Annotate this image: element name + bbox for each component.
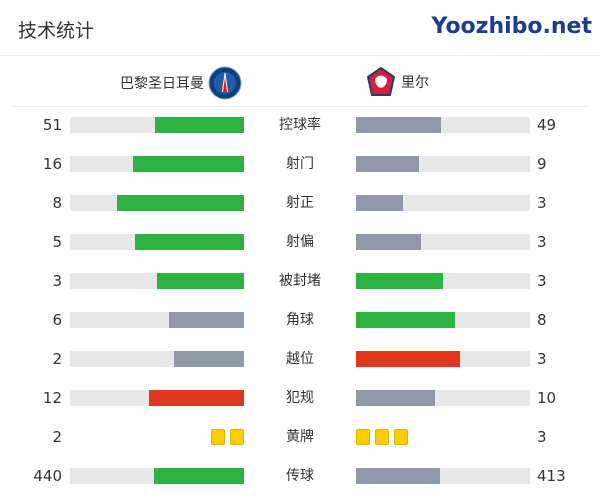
stat-label: 射门 bbox=[286, 156, 314, 172]
stat-row: 8 射正 3 bbox=[0, 194, 600, 212]
page-title: 技术统计 bbox=[18, 20, 95, 42]
away-team-name: 里尔 bbox=[401, 75, 429, 91]
stat-row: 6 角球 8 bbox=[0, 311, 600, 329]
stat-row: 51 控球率 49 bbox=[0, 116, 600, 134]
stat-row: 440 传球 413 bbox=[0, 467, 600, 485]
stat-row: 16 射门 9 bbox=[0, 155, 600, 173]
away-value: 10 bbox=[537, 389, 557, 407]
stat-row: 2 越位 3 bbox=[0, 350, 600, 368]
away-bar-fill bbox=[356, 273, 443, 289]
away-bar bbox=[356, 234, 530, 250]
away-bar bbox=[356, 117, 530, 133]
away-bar-fill bbox=[356, 234, 422, 250]
away-value: 3 bbox=[537, 194, 547, 212]
psg-logo-icon bbox=[208, 66, 242, 100]
stat-label: 角球 bbox=[286, 312, 314, 328]
home-value: 3 bbox=[52, 272, 62, 290]
home-value: 16 bbox=[42, 155, 62, 173]
home-bar-fill bbox=[169, 312, 244, 328]
stat-label: 控球率 bbox=[279, 117, 321, 133]
home-team-name: 巴黎圣日耳曼 bbox=[120, 76, 204, 92]
home-value: 51 bbox=[42, 116, 62, 134]
home-bar bbox=[70, 351, 244, 367]
home-bar bbox=[70, 390, 244, 406]
home-value: 8 bbox=[52, 194, 62, 212]
home-bar bbox=[70, 468, 244, 484]
divider bbox=[12, 106, 588, 107]
stat-row: 2 黄牌 3 bbox=[0, 428, 600, 446]
home-bar bbox=[70, 117, 244, 133]
away-bar-fill bbox=[356, 156, 419, 172]
home-bar bbox=[70, 156, 244, 172]
home-bar-fill bbox=[174, 351, 244, 367]
stat-label: 犯规 bbox=[286, 390, 314, 406]
stat-row: 12 犯规 10 bbox=[0, 389, 600, 407]
away-value: 49 bbox=[537, 116, 557, 134]
home-value: 440 bbox=[33, 467, 62, 485]
away-value: 3 bbox=[537, 272, 547, 290]
away-bar bbox=[356, 156, 530, 172]
away-bar-fill bbox=[356, 312, 456, 328]
home-bar-fill bbox=[132, 156, 244, 172]
stat-label: 被封堵 bbox=[279, 273, 321, 289]
home-bar-fill bbox=[149, 390, 244, 406]
home-bar-fill bbox=[154, 468, 244, 484]
away-bar-fill bbox=[356, 468, 441, 484]
divider bbox=[0, 55, 600, 56]
home-bar bbox=[70, 234, 244, 250]
yellow-card-icon bbox=[230, 429, 244, 445]
yellow-card-icon bbox=[211, 429, 225, 445]
home-bar-fill bbox=[155, 117, 244, 133]
home-team: 巴黎圣日耳曼 bbox=[120, 66, 242, 100]
stat-row: 5 射偏 3 bbox=[0, 233, 600, 251]
home-value: 2 bbox=[52, 350, 62, 368]
home-bar bbox=[70, 195, 244, 211]
yellow-card-icon bbox=[356, 429, 370, 445]
home-value: 5 bbox=[52, 233, 62, 251]
lille-logo-icon bbox=[366, 66, 396, 96]
stat-label: 射正 bbox=[286, 195, 314, 211]
home-value: 2 bbox=[52, 428, 62, 446]
home-bar-fill bbox=[157, 273, 244, 289]
away-bar-fill bbox=[356, 390, 436, 406]
yellow-card-icon bbox=[375, 429, 389, 445]
home-bar-fill bbox=[135, 234, 244, 250]
away-bar bbox=[356, 195, 530, 211]
away-bar bbox=[356, 468, 530, 484]
home-value: 6 bbox=[52, 311, 62, 329]
home-bar-fill bbox=[117, 195, 244, 211]
yellow-card-icon bbox=[394, 429, 408, 445]
away-bar-fill bbox=[356, 117, 442, 133]
watermark: Yoozhibo.net bbox=[431, 14, 592, 39]
away-value: 3 bbox=[537, 350, 547, 368]
away-bar bbox=[356, 312, 530, 328]
away-value: 413 bbox=[537, 467, 566, 485]
home-bar bbox=[70, 312, 244, 328]
stat-label: 传球 bbox=[286, 468, 314, 484]
away-bar bbox=[356, 390, 530, 406]
home-cards bbox=[211, 429, 244, 445]
away-value: 3 bbox=[537, 428, 547, 446]
away-bar bbox=[356, 273, 530, 289]
home-value: 12 bbox=[42, 389, 62, 407]
away-value: 9 bbox=[537, 155, 547, 173]
away-bar-fill bbox=[356, 351, 461, 367]
stat-label: 黄牌 bbox=[286, 429, 314, 445]
away-team: 里尔 bbox=[365, 66, 429, 98]
away-cards bbox=[356, 429, 408, 445]
away-value: 8 bbox=[537, 311, 547, 329]
home-bar bbox=[70, 273, 244, 289]
stat-label: 越位 bbox=[286, 351, 314, 367]
away-bar bbox=[356, 351, 530, 367]
away-value: 3 bbox=[537, 233, 547, 251]
stat-label: 射偏 bbox=[286, 234, 314, 250]
away-bar-fill bbox=[356, 195, 404, 211]
stat-row: 3 被封堵 3 bbox=[0, 272, 600, 290]
